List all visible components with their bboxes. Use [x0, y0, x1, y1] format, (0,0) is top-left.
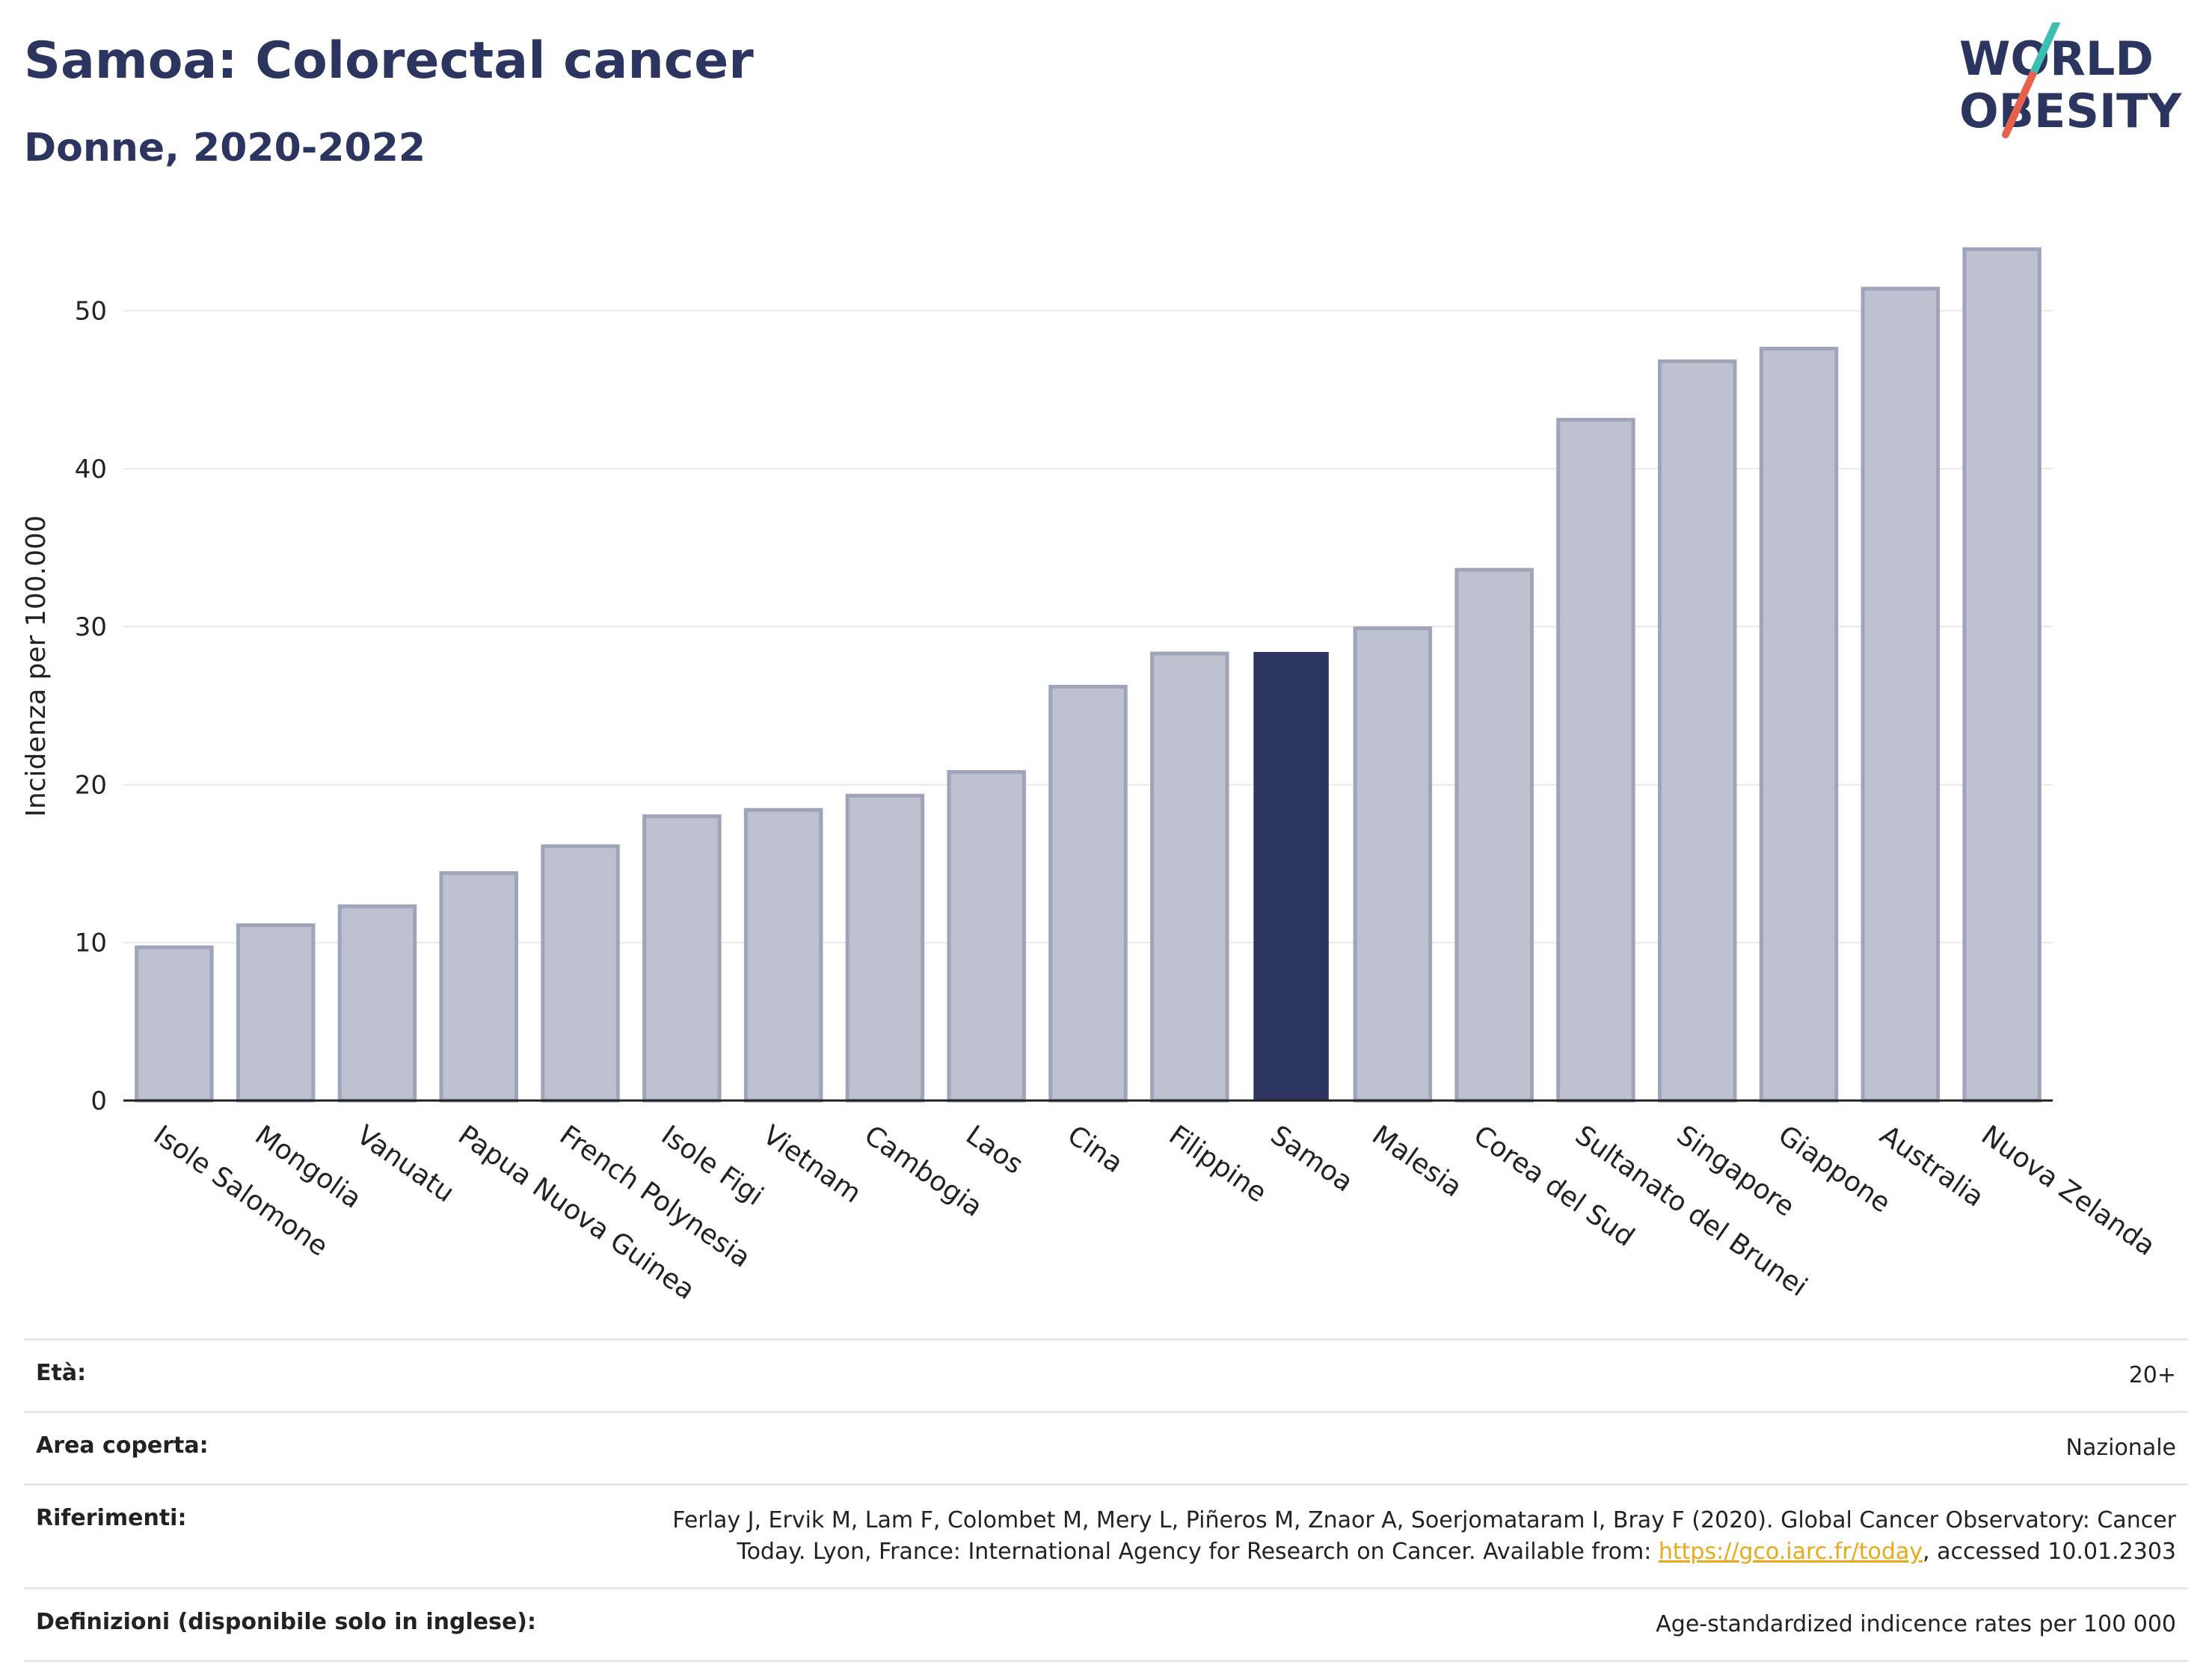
- references-text-line2: Today. Lyon, France: International Agenc…: [737, 1539, 1659, 1565]
- bar-cambogia: [845, 793, 925, 1103]
- bar-vanuatu: [337, 904, 417, 1103]
- references-text-line1: Ferlay J, Ervik M, Lam F, Colombet M, Me…: [672, 1507, 2176, 1533]
- bar-filippine: [1150, 651, 1229, 1103]
- info-row-area: Area coperta: Nazionale: [24, 1411, 2188, 1485]
- x-tick-label: Isole Salomone: [148, 1120, 334, 1263]
- area-value: Nazionale: [577, 1411, 2188, 1485]
- chart-title: Samoa: Colorectal cancer: [24, 31, 754, 90]
- logo-line2: OBESITY: [1959, 84, 2182, 138]
- bar-isole-salomone: [135, 945, 214, 1103]
- x-tick-label: Filippine: [1164, 1120, 1272, 1209]
- x-tick-label: Malesia: [1366, 1120, 1467, 1204]
- bar-isole-figi: [642, 814, 722, 1103]
- y-axis-label: Incidenza per 100.000: [21, 515, 52, 817]
- bar-french-polynesia: [541, 844, 620, 1103]
- bar-papua-nuova-guinea: [439, 871, 519, 1103]
- x-tick-label: Cina: [1062, 1120, 1128, 1179]
- info-row-definitions: Definizioni (disponibile solo in inglese…: [24, 1587, 2188, 1662]
- definitions-label: Definizioni (disponibile solo in inglese…: [24, 1587, 577, 1662]
- bar-cina: [1048, 684, 1128, 1103]
- logo-line1: WORLD: [1959, 31, 2154, 86]
- bar-laos: [947, 770, 1026, 1103]
- world-obesity-logo: WORLD OBESITY: [1959, 22, 2182, 138]
- references-text-line2-end: , accessed 10.01.2303: [1923, 1539, 2176, 1565]
- chart-subtitle: Donne, 2020-2022: [24, 126, 426, 170]
- bar-nuova-zelanda: [1962, 247, 2042, 1103]
- x-tick-label: Vanuatu: [351, 1120, 459, 1209]
- x-tick-label: Vietnam: [757, 1120, 866, 1210]
- info-table: Età: 20+ Area coperta: Nazionale Riferim…: [24, 1338, 2188, 1662]
- references-link[interactable]: https://gco.iarc.fr/today: [1658, 1539, 1923, 1565]
- x-tick-label: Laos: [960, 1120, 1028, 1181]
- bar-australia: [1861, 286, 1941, 1103]
- logo-slash-teal: [2029, 22, 2060, 79]
- y-tick-label: 20: [75, 770, 107, 800]
- age-value: 20+: [577, 1338, 2188, 1412]
- age-label: Età:: [24, 1338, 577, 1412]
- x-tick-label: Nuova Zelanda: [1976, 1120, 2160, 1262]
- info-row-age: Età: 20+: [24, 1338, 2188, 1412]
- y-tick-label: 40: [75, 455, 107, 484]
- area-label: Area coperta:: [24, 1411, 577, 1485]
- bar-corea-del-sud: [1454, 567, 1534, 1103]
- logo-slash-red: [2002, 71, 2036, 138]
- bar-sultanato-del-brunei: [1556, 417, 1635, 1103]
- bar-vietnam: [743, 807, 823, 1103]
- info-row-references: Riferimenti: Ferlay J, Ervik M, Lam F, C…: [24, 1483, 2188, 1589]
- references-label: Riferimenti:: [24, 1483, 577, 1589]
- y-tick-label: 10: [75, 929, 107, 958]
- definitions-value: Age-standardized indicence rates per 100…: [577, 1587, 2188, 1662]
- bar-mongolia: [236, 923, 316, 1103]
- x-tick-label: Samoa: [1265, 1120, 1358, 1198]
- references-value: Ferlay J, Ervik M, Lam F, Colombet M, Me…: [577, 1483, 2188, 1589]
- y-tick-label: 50: [75, 297, 107, 327]
- bar-singapore: [1657, 359, 1737, 1103]
- bar-samoa: [1253, 651, 1329, 1101]
- y-tick-label: 30: [75, 612, 107, 642]
- bar-giappone: [1759, 346, 1839, 1103]
- bar-malesia: [1353, 626, 1433, 1103]
- y-tick-label: 0: [90, 1086, 107, 1116]
